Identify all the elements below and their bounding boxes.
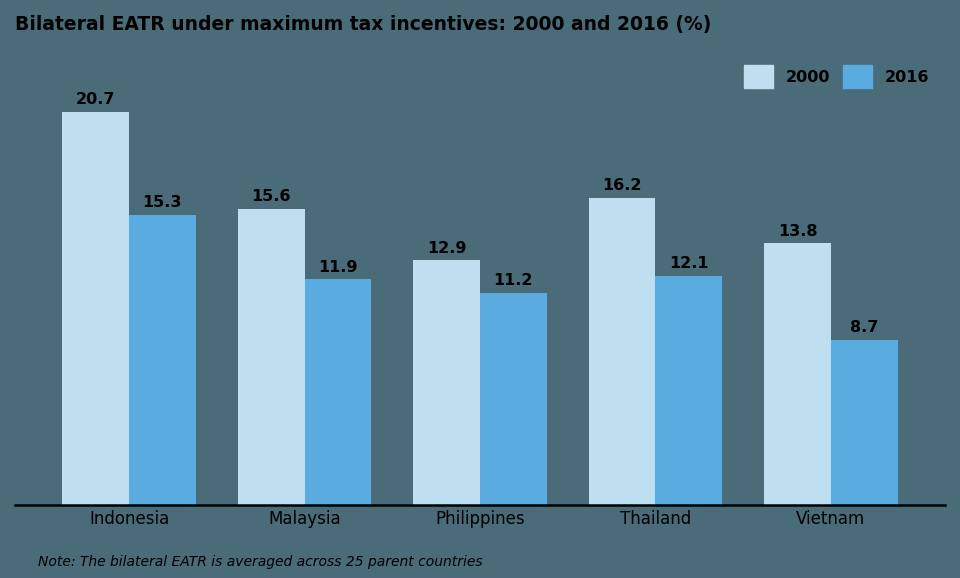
- Legend: 2000, 2016: 2000, 2016: [736, 57, 937, 96]
- Text: 15.3: 15.3: [143, 195, 182, 210]
- Bar: [480, 292, 546, 505]
- Bar: [129, 215, 196, 505]
- Text: 16.2: 16.2: [602, 178, 642, 193]
- Text: 11.9: 11.9: [318, 260, 358, 275]
- Bar: [238, 209, 304, 505]
- Bar: [588, 198, 656, 505]
- Bar: [831, 340, 898, 505]
- Text: 20.7: 20.7: [76, 92, 115, 108]
- Bar: [656, 276, 722, 505]
- Bar: [764, 243, 831, 505]
- Text: 12.1: 12.1: [669, 256, 708, 271]
- Text: 8.7: 8.7: [851, 320, 878, 335]
- Bar: [304, 279, 372, 505]
- Text: 12.9: 12.9: [427, 240, 467, 255]
- Bar: [62, 112, 129, 505]
- Bar: [414, 260, 480, 505]
- Text: 15.6: 15.6: [252, 190, 291, 204]
- Text: Note: The bilateral EATR is averaged across 25 parent countries: Note: The bilateral EATR is averaged acr…: [38, 555, 483, 569]
- Text: 11.2: 11.2: [493, 273, 533, 288]
- Text: 13.8: 13.8: [778, 224, 817, 239]
- Text: Bilateral EATR under maximum tax incentives: 2000 and 2016 (%): Bilateral EATR under maximum tax incenti…: [15, 15, 711, 34]
